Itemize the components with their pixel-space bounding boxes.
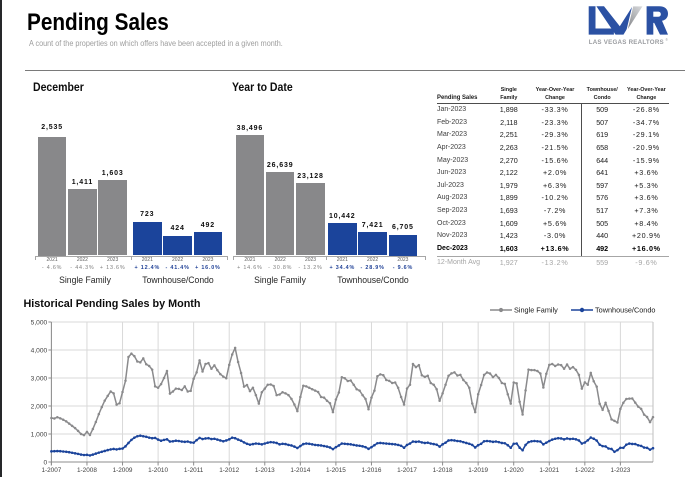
svg-text:1-2011: 1-2011: [184, 467, 204, 474]
svg-text:1-2008: 1-2008: [77, 467, 97, 474]
svg-text:1-2018: 1-2018: [433, 467, 453, 474]
svg-text:3,000: 3,000: [31, 375, 48, 382]
svg-text:1-2021: 1-2021: [539, 467, 559, 474]
svg-text:1-2015: 1-2015: [326, 467, 346, 474]
svg-text:1-2012: 1-2012: [219, 467, 239, 474]
svg-text:1-2019: 1-2019: [468, 467, 488, 474]
svg-text:5,000: 5,000: [31, 319, 48, 326]
svg-text:4,000: 4,000: [31, 347, 48, 354]
svg-text:1,000: 1,000: [31, 431, 48, 438]
svg-text:Townhouse/Condo: Townhouse/Condo: [595, 306, 655, 315]
svg-text:0: 0: [44, 459, 48, 466]
svg-text:Single Family: Single Family: [514, 306, 558, 315]
svg-text:1-2023: 1-2023: [610, 467, 630, 474]
svg-text:1-2022: 1-2022: [575, 467, 595, 474]
svg-text:1-2009: 1-2009: [113, 467, 133, 474]
svg-text:LAS VEGAS REALTORS: LAS VEGAS REALTORS: [589, 39, 664, 46]
svg-text:1-2016: 1-2016: [362, 467, 382, 474]
svg-text:2,000: 2,000: [31, 403, 48, 410]
svg-text:1-2017: 1-2017: [397, 467, 417, 474]
svg-text:1-2014: 1-2014: [290, 467, 310, 474]
svg-text:1-2007: 1-2007: [41, 467, 61, 474]
svg-text:1-2013: 1-2013: [255, 467, 275, 474]
svg-text:1-2020: 1-2020: [504, 467, 524, 474]
svg-text:1-2010: 1-2010: [148, 467, 168, 474]
svg-text:®: ®: [666, 38, 669, 42]
